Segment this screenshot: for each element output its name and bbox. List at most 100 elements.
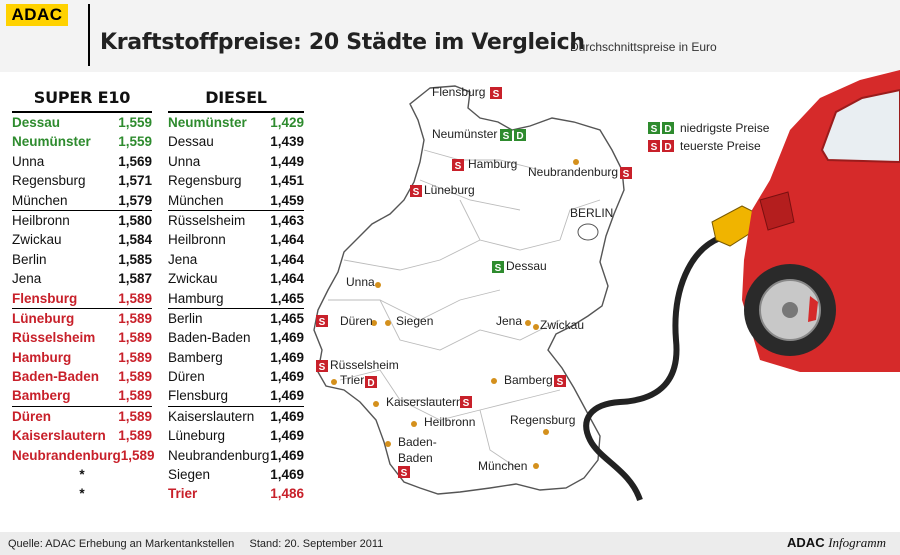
city-name: Dessau (168, 134, 214, 150)
table-row: * (12, 484, 152, 503)
legend-label: teuerste Preise (680, 139, 761, 153)
table-row: Düren 1,469 (168, 367, 304, 386)
city-name: Regensburg (168, 173, 242, 189)
map-city: Heilbronn (411, 415, 475, 429)
city-name: Neumünster (12, 134, 91, 150)
city-name: Rüsselsheim (12, 330, 96, 346)
source-text: Quelle: ADAC Erhebung an Markentankstell… (8, 538, 235, 550)
price-value: 1,451 (270, 173, 304, 189)
price-value: 1,589 (118, 290, 152, 306)
brand-bold: ADAC (787, 535, 825, 550)
city-dot (543, 429, 549, 435)
table-row: Jena 1,464 (168, 250, 304, 269)
price-value: 1,589 (118, 349, 152, 365)
city-name: Flensburg (12, 290, 78, 306)
table-row: Kaiserslautern 1,469 (168, 405, 304, 426)
table-row: Flensburg 1,469 (168, 386, 304, 405)
price-value: * (79, 467, 85, 483)
price-value: * (79, 486, 85, 502)
infogramm-brand: ADAC Infogramm (787, 535, 886, 551)
germany-outline (313, 85, 625, 495)
table-row: Jena 1,587 (12, 269, 152, 288)
city-label: Düren (340, 314, 373, 328)
price-badge: S (620, 167, 632, 180)
table-row: Lüneburg 1,589 (12, 307, 152, 328)
city-name: Berlin (12, 251, 47, 267)
table-row: Berlin 1,585 (12, 250, 152, 269)
fuel-hose (583, 235, 722, 502)
city-label: Neubrandenburg (528, 165, 618, 179)
table-row: Heilbronn 1,580 (12, 209, 152, 230)
badge-letter: S (495, 263, 502, 274)
price-value: 1,559 (118, 134, 152, 150)
city-name: Düren (12, 408, 52, 424)
badge-letter: S (463, 398, 470, 409)
map-city: Hamburg S (452, 157, 517, 172)
table-row: Hamburg 1,589 (12, 348, 152, 367)
city-name: Zwickau (12, 232, 62, 248)
price-value: 1,469 (270, 467, 304, 483)
super-e10-table: SUPER E10 Dessau 1,559 Neumünster 1,559 Unna… (12, 88, 155, 504)
city-name: Heilbronn (12, 212, 70, 228)
city-name: Hamburg (168, 290, 224, 306)
price-value: 1,459 (270, 192, 304, 208)
city-name: Regensburg (12, 173, 86, 189)
city-name: Neubrandenburg (168, 447, 270, 463)
date-text: Stand: 20. September 2011 (249, 538, 384, 550)
city-name: Trier (168, 486, 198, 502)
city-name: Kaiserslautern (168, 408, 255, 424)
price-value: 1,469 (270, 408, 304, 424)
price-value: 1,449 (270, 153, 304, 169)
price-badge: S (492, 261, 504, 274)
state-borders (328, 149, 601, 471)
city-name: Neubrandenburg (12, 447, 121, 463)
city-dot (411, 421, 417, 427)
price-value: 1,465 (270, 310, 304, 326)
badge-letter: D (367, 378, 374, 389)
map-city: Lüneburg S (410, 183, 475, 198)
city-name: Unna (168, 153, 201, 169)
price-value: 1,469 (270, 349, 304, 365)
price-badge: D (365, 376, 377, 389)
table-row: Kaiserslautern 1,589 (12, 426, 152, 445)
page-title: Kraftstoffpreise: 20 Städte im Vergleich (100, 30, 585, 55)
price-value: 1,469 (270, 330, 304, 346)
city-label: Trier (340, 373, 364, 387)
city-name: Heilbronn (168, 232, 226, 248)
city-name: Kaiserslautern (12, 428, 106, 444)
table-row: Lüneburg 1,469 (168, 426, 304, 445)
city-dot (573, 159, 579, 165)
legend-label: niedrigste Preise (680, 121, 770, 135)
city-label: Regensburg (510, 413, 575, 427)
city-label: Siegen (396, 314, 433, 328)
city-label: Bamberg (504, 373, 553, 387)
badge-letter: S (651, 142, 658, 153)
badge-letter: S (557, 377, 564, 388)
city-label: Hamburg (468, 157, 517, 171)
city-name: Bamberg (168, 349, 223, 365)
price-value: 1,584 (118, 232, 152, 248)
map-city: Regensburg (510, 413, 575, 435)
badge-letter: S (623, 169, 630, 180)
car-fuel-cap (759, 191, 795, 231)
price-badge: S (316, 315, 328, 328)
city-dot (525, 320, 531, 326)
city-name: Jena (168, 251, 198, 267)
table-row: Unna 1,569 (12, 152, 152, 171)
header-bar (0, 0, 900, 72)
price-value: 1,589 (118, 330, 152, 346)
city-name: Dessau (12, 115, 61, 130)
city-name: Baden-Baden (168, 330, 251, 346)
table-row: Neubrandenburg 1,469 (168, 446, 304, 465)
price-badge: S (554, 375, 566, 388)
car-brake (808, 296, 818, 322)
map-city: Düren S (316, 314, 377, 328)
price-value: 1,589 (118, 428, 152, 444)
city-label: Flensburg (432, 85, 485, 99)
table-row: Regensburg 1,451 (168, 171, 304, 190)
price-value: 1,580 (118, 212, 152, 228)
table-row: Trier 1,486 (168, 484, 304, 503)
city-name: München (12, 192, 68, 208)
city-name: München (168, 192, 224, 208)
